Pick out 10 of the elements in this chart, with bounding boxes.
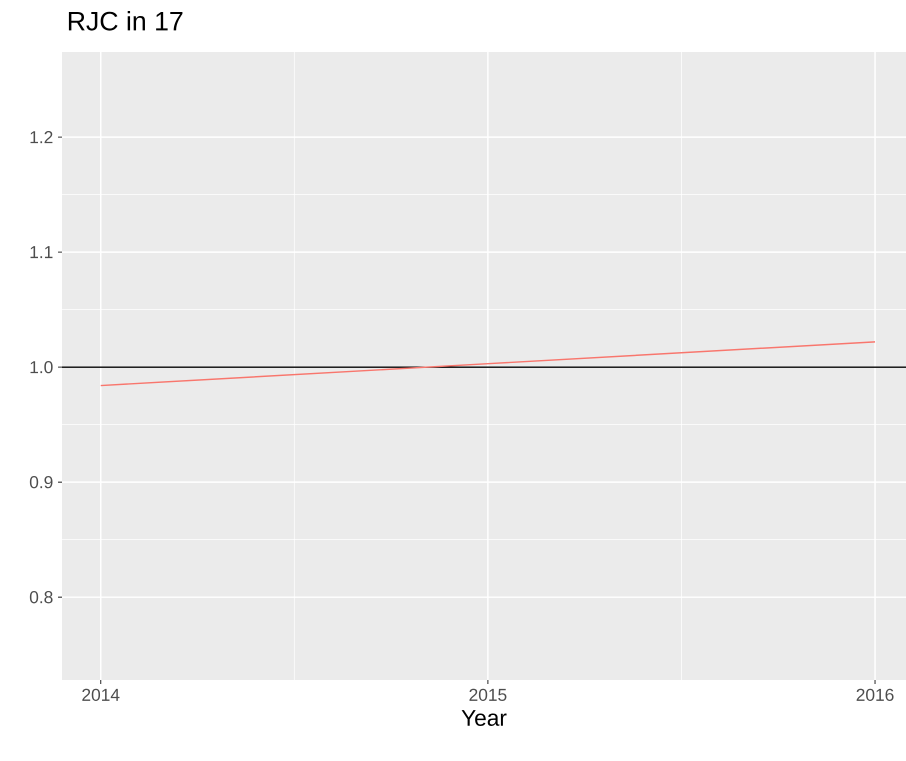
x-tick-label: 2015	[469, 688, 506, 701]
y-tick-label: 1.0	[30, 361, 53, 374]
x-tick-label: 2016	[856, 688, 894, 701]
y-tick-label: 0.9	[30, 476, 52, 488]
x-tick-label: 2014	[82, 688, 120, 701]
x-axis-title: Year	[462, 710, 507, 726]
y-tick-label: 1.1	[30, 246, 52, 258]
y-tick-label: 0.8	[30, 591, 53, 604]
y-tick-label: 1.2	[30, 131, 52, 144]
chart-title: RJC in 17	[68, 11, 182, 31]
